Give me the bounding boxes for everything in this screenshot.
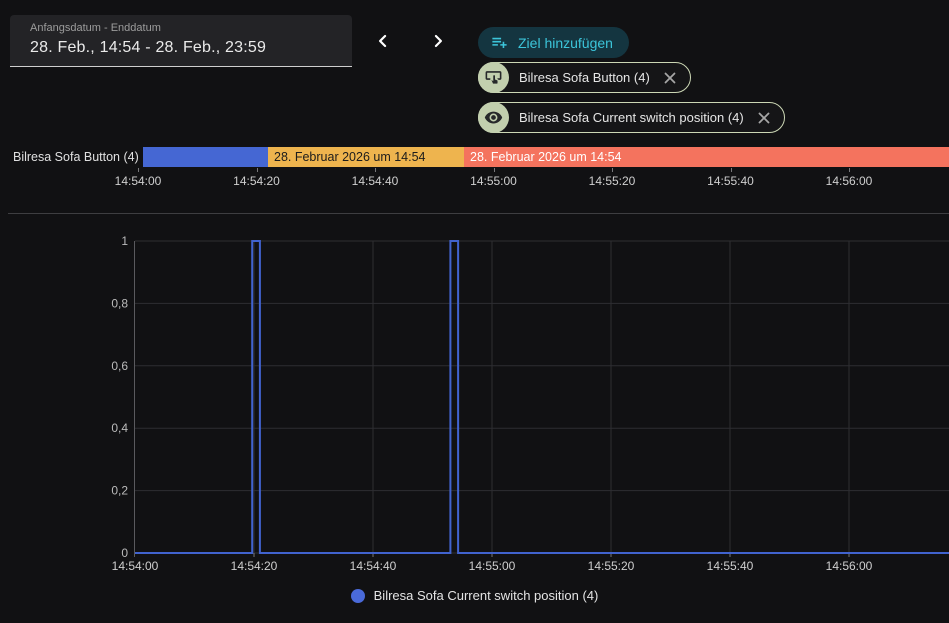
previous-period-button[interactable] bbox=[363, 21, 403, 61]
svg-text:14:56:00: 14:56:00 bbox=[826, 559, 873, 573]
svg-text:0,2: 0,2 bbox=[111, 484, 128, 498]
series-line bbox=[135, 240, 949, 554]
timeline-axis-label: 14:55:40 bbox=[707, 174, 754, 188]
timeline-axis-label: 14:54:00 bbox=[114, 174, 162, 188]
svg-text:14:54:00: 14:54:00 bbox=[112, 559, 159, 573]
chevron-right-icon bbox=[434, 34, 442, 48]
close-icon[interactable] bbox=[754, 108, 774, 128]
add-target-label: Ziel hinzufügen bbox=[518, 34, 613, 51]
chart-gridlines bbox=[134, 240, 949, 557]
timeline-axis-label: 14:54:40 bbox=[351, 174, 399, 188]
timeline-segment-label: 28. Februar 2026 um 14:54 bbox=[274, 150, 426, 164]
timeline-axis-label: 14:55:00 bbox=[470, 174, 517, 188]
timeline-axis-label: 14:56:00 bbox=[825, 174, 873, 188]
section-divider bbox=[8, 213, 949, 214]
chip-bilresa-sofa-current-switch-position[interactable]: Bilresa Sofa Current switch position (4) bbox=[478, 102, 785, 133]
playlist-plus-icon bbox=[492, 37, 507, 49]
close-icon[interactable] bbox=[660, 68, 680, 88]
timeline-segment[interactable] bbox=[143, 147, 268, 167]
svg-text:0,8: 0,8 bbox=[111, 296, 128, 310]
timeline-entity-label: Bilresa Sofa Button (4) bbox=[13, 150, 139, 164]
timeline-axis-tick bbox=[138, 168, 139, 172]
timeline-axis-tick bbox=[730, 168, 732, 172]
svg-text:14:55:40: 14:55:40 bbox=[707, 559, 754, 573]
legend-item-current-switch-position[interactable]: Bilresa Sofa Current switch position (4) bbox=[0, 588, 949, 603]
svg-text:14:54:40: 14:54:40 bbox=[350, 559, 397, 573]
legend-dot-icon bbox=[350, 588, 365, 603]
date-range-value: 28. Feb., 14:54 - 28. Feb., 23:59 bbox=[30, 39, 267, 56]
timeline-axis-label: 14:54:20 bbox=[233, 174, 280, 188]
chip-bilresa-sofa-button[interactable]: Bilresa Sofa Button (4) bbox=[478, 62, 691, 93]
timeline-axis-tick bbox=[375, 168, 376, 172]
timeline-segment[interactable]: 28. Februar 2026 um 14:54 bbox=[268, 147, 465, 167]
timeline-axis-tick bbox=[849, 168, 850, 172]
history-chart[interactable]: 0 0,2 0,4 0,6 0,8 1 14:54:00 14:54:20 14:54:40 14… bbox=[0, 228, 949, 588]
timeline-segment-label: 28. Februar 2026 um 14:54 bbox=[470, 150, 622, 164]
timeline-axis-tick bbox=[493, 168, 495, 172]
next-period-button[interactable] bbox=[418, 21, 458, 61]
timeline-axis-tick bbox=[256, 168, 258, 172]
svg-text:14:54:20: 14:54:20 bbox=[231, 559, 278, 573]
legend-label: Bilresa Sofa Current switch position (4) bbox=[373, 588, 599, 603]
svg-text:0,4: 0,4 bbox=[111, 421, 128, 435]
gesture-tap-button-icon bbox=[478, 62, 509, 93]
svg-text:0,6: 0,6 bbox=[111, 359, 128, 373]
svg-text:14:55:00: 14:55:00 bbox=[469, 559, 516, 573]
timeline-axis-tick bbox=[612, 168, 613, 172]
timeline-bar[interactable]: 28. Februar 2026 um 14:54 28. Februar 202… bbox=[143, 147, 949, 167]
eye-icon bbox=[478, 102, 509, 133]
chart-axis-labels: 0 0,2 0,4 0,6 0,8 1 14:54:00 14:54:20 14:54:40 14… bbox=[111, 234, 872, 573]
timeline-segment[interactable]: 28. Februar 2026 um 14:54 bbox=[464, 147, 949, 167]
date-range-picker[interactable]: Anfangsdatum - Enddatum 28. Feb., 14:54 … bbox=[10, 15, 352, 67]
add-target-button[interactable]: Ziel hinzufügen bbox=[478, 27, 629, 58]
svg-text:1: 1 bbox=[121, 234, 128, 248]
svg-text:14:55:20: 14:55:20 bbox=[588, 559, 635, 573]
svg-text:0: 0 bbox=[121, 546, 128, 560]
chip-label: Bilresa Sofa Button (4) bbox=[519, 70, 650, 85]
chevron-left-icon bbox=[379, 34, 387, 48]
date-range-label: Anfangsdatum - Enddatum bbox=[30, 22, 161, 34]
chip-label: Bilresa Sofa Current switch position (4) bbox=[519, 110, 744, 125]
timeline-axis-label: 14:55:20 bbox=[588, 174, 636, 188]
